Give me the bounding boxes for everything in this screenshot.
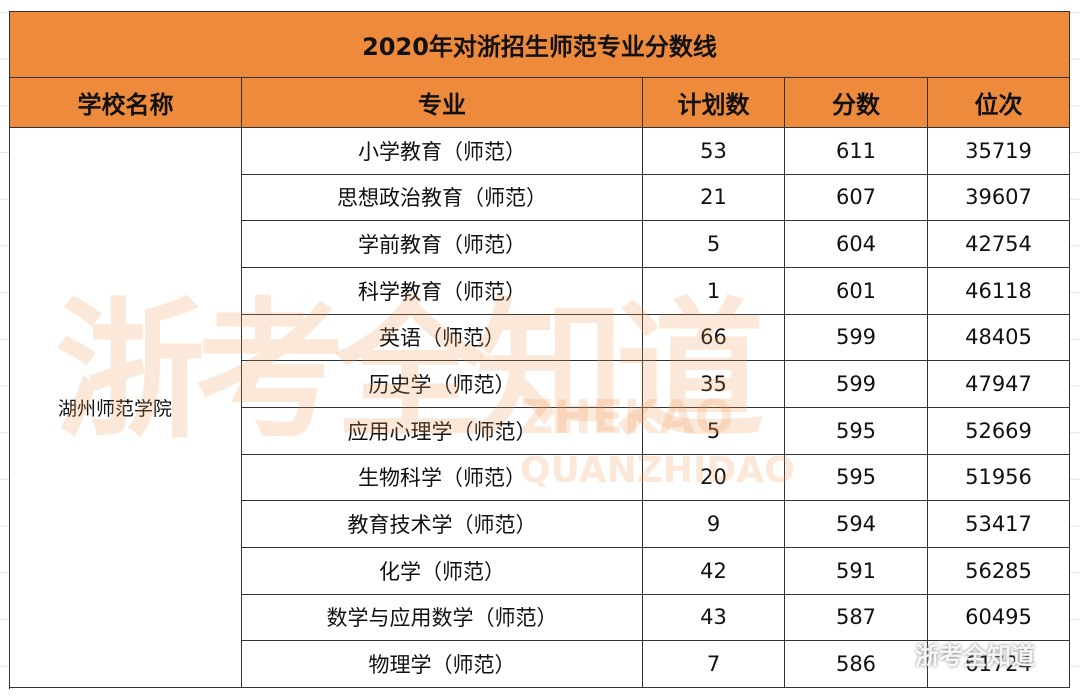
number-cell: 48405 [928, 314, 1070, 362]
number-cell: 61724 [928, 641, 1070, 688]
column-header: 位次 [928, 78, 1070, 128]
number-cell: 35719 [928, 128, 1070, 175]
number-cell: 51956 [928, 454, 1070, 502]
number-cell: 46118 [928, 268, 1070, 315]
number-cell: 604 [785, 221, 928, 268]
column-header: 学校名称 [10, 78, 242, 128]
major-cell: 思想政治教育（师范） [242, 174, 643, 222]
number-cell: 9 [643, 501, 785, 548]
number-cell: 60495 [928, 594, 1070, 642]
major-cell: 英语（师范） [242, 314, 643, 362]
number-cell: 5 [643, 408, 785, 455]
number-cell: 599 [785, 361, 928, 408]
number-cell: 53 [643, 128, 785, 175]
number-cell: 66 [643, 314, 785, 362]
number-cell: 611 [785, 128, 928, 175]
title: 2020年对浙招生师范专业分数线 [10, 12, 1070, 78]
number-cell: 1 [643, 268, 785, 315]
table-border [9, 11, 1070, 689]
number-cell: 7 [643, 641, 785, 688]
number-cell: 56285 [928, 548, 1070, 595]
number-cell: 587 [785, 594, 928, 642]
column-header: 分数 [785, 78, 928, 128]
number-cell: 607 [785, 174, 928, 222]
number-cell: 52669 [928, 408, 1070, 455]
number-cell: 42 [643, 548, 785, 595]
major-cell: 生物科学（师范） [242, 454, 643, 502]
number-cell: 39607 [928, 174, 1070, 222]
major-cell: 小学教育（师范） [242, 128, 643, 175]
school-name: 湖州师范学院 [10, 128, 242, 688]
number-cell: 599 [785, 314, 928, 362]
number-cell: 595 [785, 454, 928, 502]
number-cell: 47947 [928, 361, 1070, 408]
number-cell: 43 [643, 594, 785, 642]
number-cell: 594 [785, 501, 928, 548]
number-cell: 595 [785, 408, 928, 455]
column-header: 计划数 [643, 78, 785, 128]
number-cell: 53417 [928, 501, 1070, 548]
number-cell: 42754 [928, 221, 1070, 268]
major-cell: 学前教育（师范） [242, 221, 643, 268]
number-cell: 601 [785, 268, 928, 315]
number-cell: 21 [643, 174, 785, 222]
major-cell: 科学教育（师范） [242, 268, 643, 315]
number-cell: 586 [785, 641, 928, 688]
major-cell: 数学与应用数学（师范） [242, 594, 643, 642]
number-cell: 5 [643, 221, 785, 268]
column-header: 专业 [242, 78, 643, 128]
major-cell: 应用心理学（师范） [242, 408, 643, 455]
number-cell: 20 [643, 454, 785, 502]
major-cell: 物理学（师范） [242, 641, 643, 688]
number-cell: 35 [643, 361, 785, 408]
number-cell: 591 [785, 548, 928, 595]
major-cell: 化学（师范） [242, 548, 643, 595]
major-cell: 历史学（师范） [242, 361, 643, 408]
major-cell: 教育技术学（师范） [242, 501, 643, 548]
